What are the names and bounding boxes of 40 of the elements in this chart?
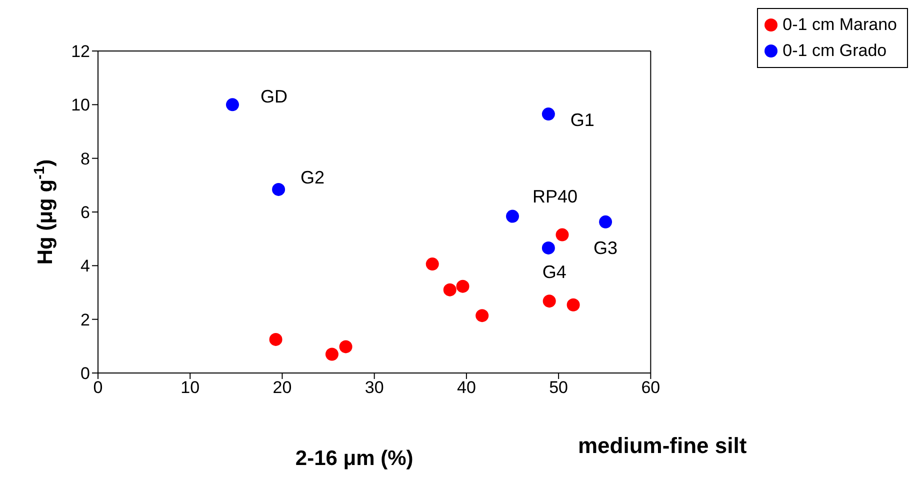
annotation: G3: [594, 238, 618, 258]
legend-label: 0-1 cm Grado: [782, 40, 887, 62]
y-tick-label: 6: [80, 203, 90, 222]
x-tick-label: 30: [364, 378, 384, 398]
x-tick-label: 60: [641, 378, 660, 398]
annotation: GD: [260, 86, 288, 107]
point: [542, 294, 556, 308]
point: [542, 108, 555, 121]
y-tick-label: 4: [80, 256, 90, 276]
annotation: G1: [570, 110, 594, 130]
annotation: G2: [300, 167, 325, 188]
x-axis-title: 2-16 μm (%): [295, 447, 414, 470]
x-tick-label: 10: [180, 378, 200, 398]
point: [506, 210, 520, 223]
point: [339, 340, 352, 354]
point: [426, 258, 439, 271]
annotation: RP40: [532, 186, 578, 206]
x-tick-label: 50: [549, 378, 568, 398]
legend-label: 0-1 cm Marano: [782, 14, 897, 36]
point: [443, 283, 456, 296]
annotation: G4: [542, 262, 566, 282]
point: [269, 332, 282, 346]
text: medium-fine silt: [578, 433, 747, 459]
point: [542, 241, 555, 254]
y-tick-label: 2: [80, 310, 90, 330]
point: [325, 348, 338, 361]
point: [226, 98, 239, 112]
x-tick-label: 40: [456, 378, 476, 398]
point: [272, 182, 286, 196]
y-tick-label: 8: [80, 149, 90, 168]
y-tick-label: 0: [80, 364, 90, 384]
point: [556, 228, 569, 242]
x-tick-label: 0: [93, 378, 103, 398]
point: [566, 298, 580, 312]
x-tick-label: 20: [272, 378, 292, 398]
y-tick-label: 10: [71, 96, 90, 115]
point: [599, 215, 612, 228]
point: [476, 309, 489, 322]
point: [456, 280, 470, 293]
y-tick-label: 12: [71, 42, 90, 62]
